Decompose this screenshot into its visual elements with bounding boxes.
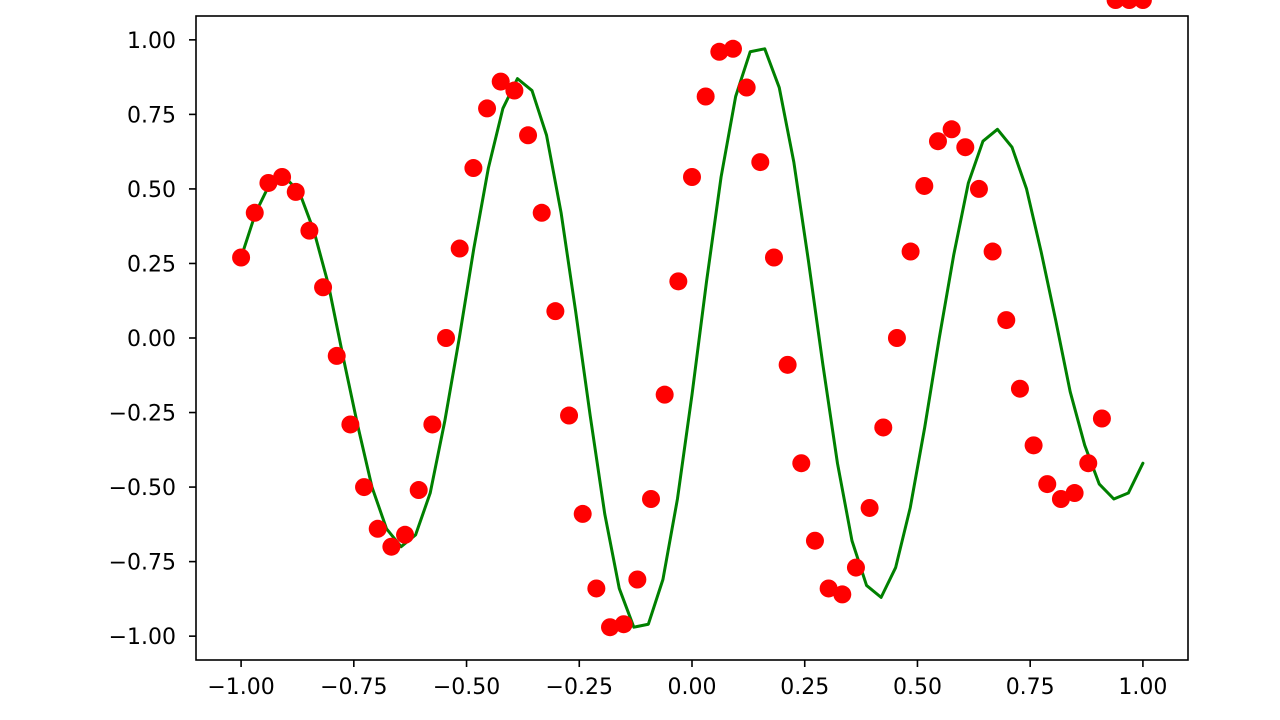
data-point <box>642 490 661 508</box>
x-tick-label: −1.00 <box>207 675 274 700</box>
data-point <box>491 72 510 91</box>
data-point <box>505 81 524 100</box>
x-axis: −1.00 −0.75 −0.50 −0.25 0.00 0.25 0.50 0.75 1.00 <box>207 660 1167 700</box>
data-point <box>368 519 387 538</box>
data-point <box>478 99 497 118</box>
x-tick-label: 0.50 <box>893 675 942 700</box>
data-point <box>846 558 865 577</box>
data-point <box>983 242 1002 261</box>
y-tick-label: −0.25 <box>109 402 176 427</box>
data-point <box>273 168 292 186</box>
y-tick-label: −0.50 <box>109 476 176 501</box>
data-point <box>1024 436 1043 455</box>
x-tick-label: 0.75 <box>1006 675 1055 700</box>
data-point <box>723 39 742 58</box>
data-point <box>683 168 701 186</box>
data-point <box>232 248 251 267</box>
data-point <box>969 179 988 198</box>
data-point <box>382 537 401 556</box>
data-point <box>546 302 565 321</box>
data-point <box>355 478 374 497</box>
data-point <box>628 570 647 589</box>
data-point <box>396 525 415 544</box>
sample-markers <box>232 0 1152 637</box>
data-point <box>819 579 838 598</box>
data-point <box>778 355 797 374</box>
data-point <box>942 120 961 139</box>
data-point <box>792 454 811 473</box>
data-point <box>464 159 483 178</box>
data-point <box>1079 454 1098 473</box>
y-tick-label: 0.00 <box>127 327 176 352</box>
data-point <box>573 504 592 523</box>
x-tick-label: −0.25 <box>546 675 613 700</box>
x-tick-label: 1.00 <box>1118 675 1167 700</box>
x-tick-label: 0.25 <box>780 675 829 700</box>
x-tick-label: −0.75 <box>320 675 387 700</box>
data-point <box>587 579 606 598</box>
data-point <box>751 153 770 172</box>
data-point <box>519 126 538 145</box>
data-point <box>915 176 934 195</box>
data-point <box>341 415 360 434</box>
data-point <box>1120 0 1139 9</box>
data-point <box>1010 379 1029 398</box>
data-point <box>450 239 469 258</box>
x-tick-label: 0.00 <box>668 675 717 700</box>
data-point <box>423 415 442 434</box>
data-point <box>1065 484 1084 503</box>
y-tick-label: 0.25 <box>127 252 176 277</box>
data-point <box>601 618 620 637</box>
plot-area <box>232 0 1152 637</box>
data-point <box>928 132 947 151</box>
data-point <box>245 203 264 222</box>
data-point <box>860 498 879 517</box>
data-point <box>614 615 633 634</box>
data-point <box>655 385 674 404</box>
data-point <box>1038 475 1057 494</box>
data-point <box>1106 0 1125 9</box>
data-point <box>956 138 975 157</box>
y-tick-label: −0.75 <box>109 551 176 576</box>
data-point <box>327 346 346 365</box>
y-tick-label: 1.00 <box>127 29 176 54</box>
y-axis: 1.00 0.75 0.50 0.25 0.00 −0.25 −0.50 −0.75 −1.00 <box>109 29 196 650</box>
y-tick-label: −1.00 <box>109 625 176 650</box>
data-point <box>300 221 319 240</box>
y-tick-label: 0.50 <box>127 178 176 203</box>
signal-curve <box>239 47 1145 629</box>
data-point <box>532 203 551 222</box>
data-point <box>710 42 729 61</box>
data-point <box>259 173 278 192</box>
data-point <box>560 406 579 425</box>
data-point <box>764 248 783 267</box>
data-point <box>286 182 305 201</box>
data-point <box>833 585 852 604</box>
data-point <box>1092 409 1111 428</box>
data-point <box>901 242 920 261</box>
data-point <box>997 311 1016 330</box>
data-point <box>1051 490 1070 508</box>
x-tick-label: −0.50 <box>433 675 500 700</box>
data-point <box>805 531 824 550</box>
data-point <box>874 418 893 437</box>
data-point <box>314 278 333 297</box>
data-point <box>1133 0 1152 9</box>
data-point <box>669 272 688 291</box>
data-point <box>409 481 428 500</box>
data-point <box>696 87 715 106</box>
y-tick-label: 0.75 <box>127 103 176 128</box>
data-point <box>437 329 456 347</box>
data-point <box>737 78 756 97</box>
data-point <box>887 329 906 347</box>
